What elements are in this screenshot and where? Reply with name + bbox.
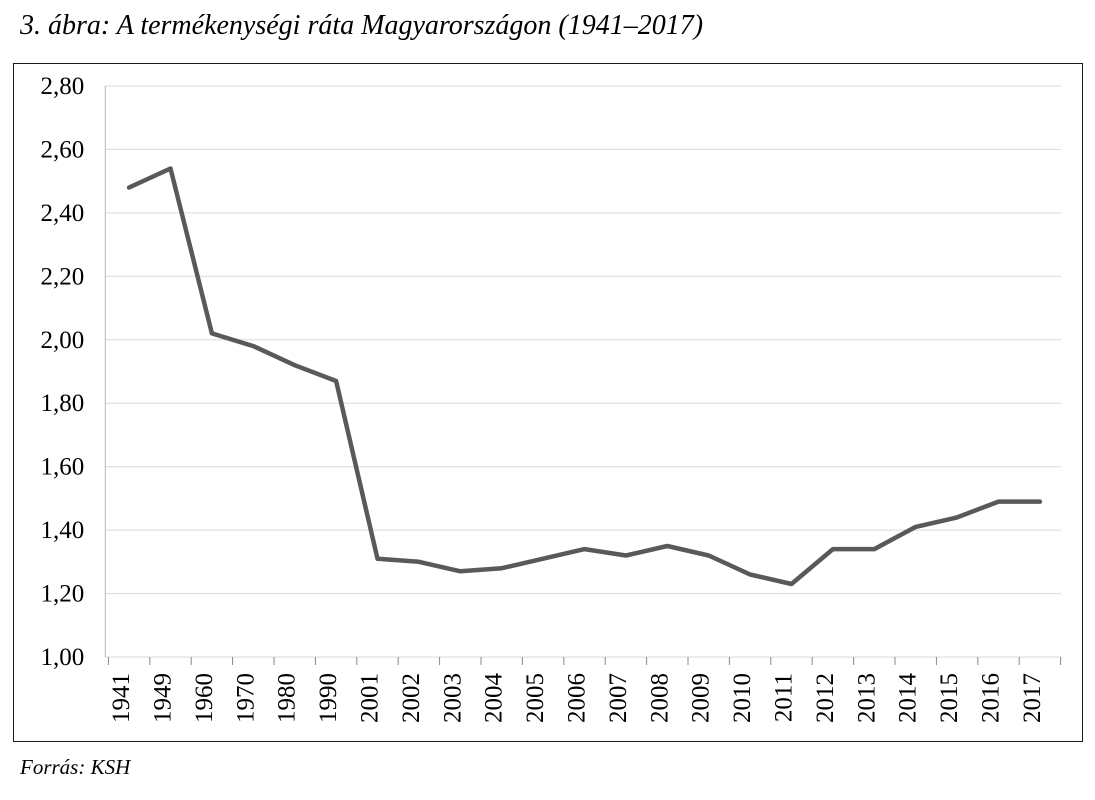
svg-text:2017: 2017 <box>1019 673 1046 723</box>
svg-text:2,00: 2,00 <box>41 327 85 354</box>
svg-text:1,00: 1,00 <box>41 644 85 671</box>
svg-text:2,20: 2,20 <box>41 263 85 290</box>
svg-text:2006: 2006 <box>564 673 591 723</box>
svg-text:1,40: 1,40 <box>41 517 85 544</box>
svg-text:1960: 1960 <box>191 673 218 723</box>
svg-text:2005: 2005 <box>522 673 549 723</box>
svg-text:2,80: 2,80 <box>41 73 85 100</box>
svg-text:1990: 1990 <box>315 673 342 723</box>
svg-text:2012: 2012 <box>812 673 839 723</box>
svg-text:1970: 1970 <box>232 673 259 723</box>
svg-text:2008: 2008 <box>646 673 673 723</box>
svg-text:2011: 2011 <box>771 673 798 722</box>
svg-text:2015: 2015 <box>936 673 963 723</box>
svg-text:2004: 2004 <box>481 673 508 724</box>
svg-text:1941: 1941 <box>108 673 135 723</box>
svg-text:2002: 2002 <box>398 673 425 723</box>
svg-text:1949: 1949 <box>150 673 177 723</box>
svg-text:2013: 2013 <box>853 673 880 723</box>
svg-text:2007: 2007 <box>605 673 632 723</box>
svg-text:2001: 2001 <box>357 673 384 723</box>
svg-text:2003: 2003 <box>439 673 466 723</box>
svg-text:1,20: 1,20 <box>41 581 85 608</box>
svg-text:2010: 2010 <box>729 673 756 723</box>
svg-text:2,60: 2,60 <box>41 136 85 163</box>
svg-text:1980: 1980 <box>274 673 301 723</box>
svg-text:2,40: 2,40 <box>41 200 85 227</box>
svg-text:1,80: 1,80 <box>41 390 85 417</box>
svg-text:2014: 2014 <box>895 673 922 724</box>
svg-text:2016: 2016 <box>978 673 1005 723</box>
svg-text:1,60: 1,60 <box>41 454 85 481</box>
svg-text:2009: 2009 <box>688 673 715 723</box>
